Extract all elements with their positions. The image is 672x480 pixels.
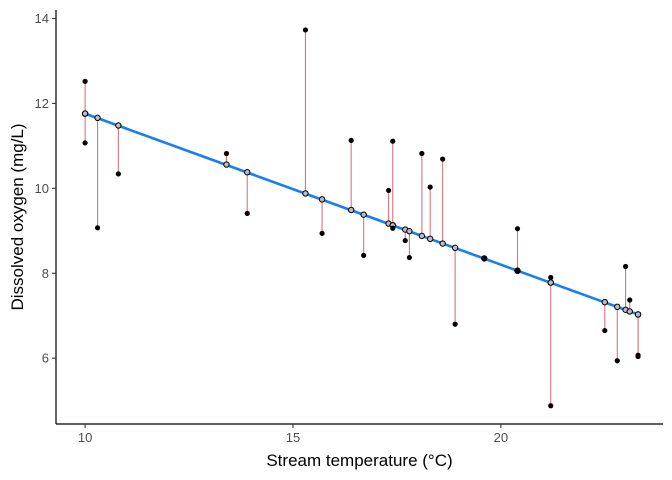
data-point (627, 297, 633, 303)
data-point (82, 78, 88, 84)
fitted-point (547, 279, 554, 286)
data-point (427, 184, 433, 190)
y-tick-label: 14 (35, 11, 49, 26)
fitted-point (626, 308, 633, 315)
data-point (548, 403, 554, 409)
data-point (386, 187, 392, 194)
residual-lines (84, 29, 639, 406)
x-axis-title: Stream temperature (°C) (266, 451, 452, 470)
data-point (481, 255, 487, 261)
x-axis-ticks: 10 15 20 (78, 424, 508, 445)
data-point (94, 225, 101, 231)
fitted-point (426, 235, 434, 243)
data-point (223, 150, 230, 157)
data-point (390, 225, 396, 231)
data-point (419, 150, 425, 157)
y-tick-label: 10 (35, 181, 49, 196)
fitted-point (347, 206, 355, 214)
data-point (452, 321, 458, 327)
data-point (635, 353, 641, 360)
y-tick-label: 6 (42, 351, 49, 366)
data-point (406, 254, 412, 261)
data-point (514, 226, 521, 232)
data-point (614, 358, 620, 364)
data-point (622, 263, 629, 270)
data-point (244, 210, 250, 216)
data-point (402, 237, 408, 244)
fitted-points (81, 110, 642, 318)
x-tick-label: 20 (494, 430, 508, 445)
fitted-point (614, 303, 621, 311)
x-tick-label: 10 (78, 430, 92, 445)
data-point (319, 230, 325, 236)
fitted-point (302, 190, 309, 197)
data-point (390, 138, 396, 144)
data-point (440, 156, 446, 162)
x-tick-label: 15 (286, 430, 300, 445)
fitted-point (223, 161, 230, 168)
y-axis-ticks: 6 8 10 12 14 (35, 11, 56, 366)
fitted-point (418, 232, 426, 240)
fitted-point (360, 211, 367, 218)
fitted-point (244, 169, 251, 176)
data-point (82, 140, 88, 146)
data-point (514, 268, 521, 274)
y-tick-label: 12 (35, 96, 49, 111)
data-point (302, 27, 309, 33)
fitted-point (81, 110, 89, 117)
fitted-point (451, 244, 459, 251)
y-tick-label: 8 (42, 266, 49, 281)
fitted-point (601, 298, 608, 306)
fitted-point (318, 196, 326, 203)
data-point (548, 274, 554, 281)
fitted-point (406, 228, 413, 235)
fitted-point (634, 311, 642, 318)
data-point (115, 171, 121, 177)
data-point (361, 252, 367, 259)
observed-points (82, 27, 641, 409)
fitted-point (439, 240, 446, 247)
data-point (348, 137, 354, 143)
fitted-point (115, 122, 122, 129)
fitted-point (94, 114, 101, 122)
data-point (602, 327, 608, 334)
y-axis-title: Dissolved oxygen (mg/L) (8, 123, 27, 310)
